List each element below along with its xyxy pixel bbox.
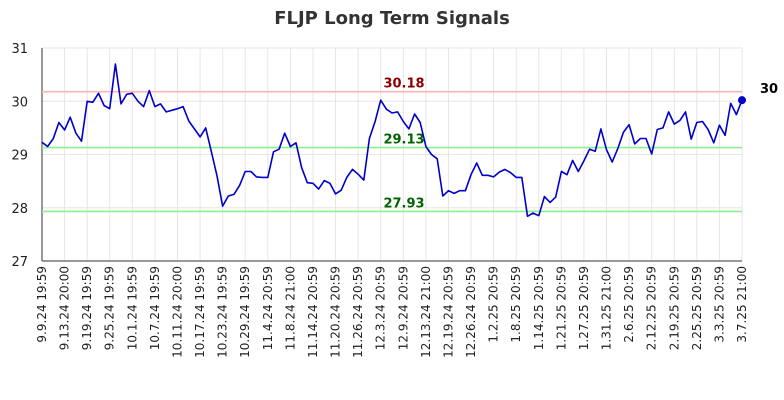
x-tick-label: 2.12.25 20:59 xyxy=(645,266,659,350)
x-tick-label: 3.7.25 21:00 xyxy=(735,266,749,343)
x-tick-label: 12.3.24 20:59 xyxy=(374,266,388,350)
x-tick-label: 1.2.25 20:59 xyxy=(487,266,501,343)
reference-line-label: 29.13 xyxy=(383,133,424,148)
series-line xyxy=(41,63,743,218)
x-tick-label: 9.9.24 19:59 xyxy=(35,266,49,343)
x-tick-label: 2.25.25 20:59 xyxy=(690,266,704,350)
x-tick-label: 11.26.24 20:59 xyxy=(351,266,365,358)
x-tick-label: 10.23.24 19:59 xyxy=(216,266,230,358)
x-tick-label: 1.31.25 21:00 xyxy=(600,266,614,350)
x-tick-label: 9.13.24 20:00 xyxy=(58,266,72,350)
last-point-marker xyxy=(738,96,746,105)
x-tick-label: 11.4.24 20:59 xyxy=(261,266,275,350)
x-tick-label: 1.27.25 20:59 xyxy=(577,266,591,350)
reference-line-label: 30.18 xyxy=(383,77,424,92)
x-tick-label: 2.19.25 20:59 xyxy=(667,266,681,350)
x-tick-label: 12.13.24 21:00 xyxy=(419,266,433,358)
y-tick-label: 31 xyxy=(11,42,28,57)
x-tick-label: 10.1.24 19:59 xyxy=(125,266,139,350)
x-tick-label: 11.20.24 20:59 xyxy=(329,266,343,358)
x-tick-label: 12.26.24 20:59 xyxy=(464,266,478,358)
y-tick-label: 29 xyxy=(11,149,28,164)
x-tick-label: 9.25.24 19:59 xyxy=(103,266,117,350)
last-value-label: 30 xyxy=(760,82,778,97)
x-tick-label: 11.8.24 21:00 xyxy=(283,266,297,350)
x-tick-label: 10.7.24 19:59 xyxy=(148,266,162,350)
y-tick-label: 27 xyxy=(11,255,28,270)
y-tick-label: 30 xyxy=(11,95,28,110)
x-tick-label: 12.9.24 20:59 xyxy=(396,266,410,350)
x-tick-label: 1.21.25 20:59 xyxy=(554,266,568,350)
x-tick-label: 1.14.25 20:59 xyxy=(532,266,546,350)
y-tick-label: 28 xyxy=(11,202,28,217)
reference-line-label: 27.93 xyxy=(383,196,424,211)
x-tick-label: 9.19.24 19:59 xyxy=(80,266,94,350)
x-tick-label: 10.11.24 20:00 xyxy=(170,266,184,358)
x-tick-label: 10.29.24 19:59 xyxy=(238,266,252,358)
chart-title: FLJP Long Term Signals xyxy=(274,8,510,29)
x-tick-label: 11.14.24 20:59 xyxy=(306,266,320,358)
x-tick-label: 10.17.24 19:59 xyxy=(193,266,207,358)
x-tick-label: 1.8.25 20:59 xyxy=(509,266,523,343)
x-tick-label: 3.3.25 20:59 xyxy=(712,266,726,343)
x-tick-label: 12.19.24 20:59 xyxy=(441,266,455,358)
x-tick-label: 2.6.25 20:59 xyxy=(622,266,636,343)
